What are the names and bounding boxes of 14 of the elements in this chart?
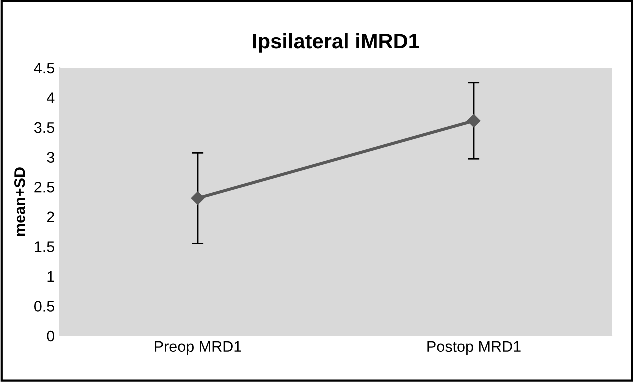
- y-tick-label: 3: [47, 152, 54, 164]
- y-tick-label: 2: [47, 212, 54, 222]
- y-axis-title: mean+SD: [14, 168, 26, 236]
- y-tick-label: 3.5: [34, 122, 54, 134]
- y-tick-label: 4: [46, 92, 55, 104]
- x-tick-label: Preop MRD1: [155, 341, 242, 356]
- y-tick-label: 4.5: [34, 63, 54, 74]
- y-tick-label: 0: [47, 330, 55, 342]
- y-tick-label: 0.5: [34, 301, 54, 312]
- x-tick-label: Postop MRD1: [428, 341, 521, 356]
- y-tick-label: 2.5: [34, 182, 54, 193]
- y-tick-label: 1: [48, 271, 54, 282]
- chart-title: Ipsilateral iMRD1: [253, 33, 420, 53]
- y-tick-label: 1.5: [35, 242, 54, 252]
